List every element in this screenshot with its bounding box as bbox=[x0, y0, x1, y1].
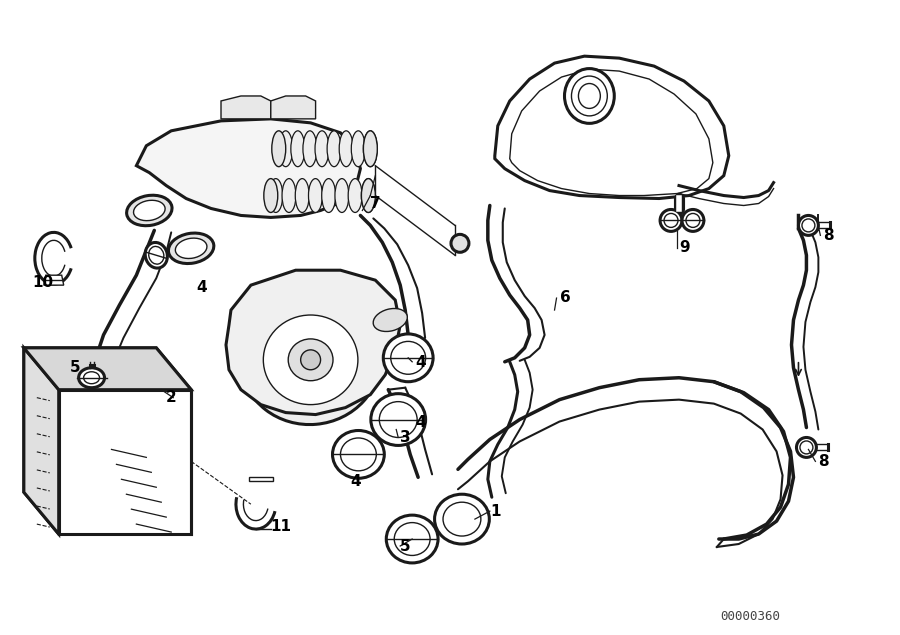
Text: 4: 4 bbox=[350, 474, 361, 490]
Ellipse shape bbox=[362, 178, 375, 213]
Ellipse shape bbox=[394, 523, 430, 556]
Ellipse shape bbox=[796, 438, 816, 457]
Polygon shape bbox=[44, 275, 64, 285]
Polygon shape bbox=[226, 271, 400, 415]
Polygon shape bbox=[271, 96, 316, 119]
Text: 3: 3 bbox=[400, 429, 410, 444]
Ellipse shape bbox=[291, 131, 305, 166]
Text: 2: 2 bbox=[166, 390, 177, 404]
Text: 4: 4 bbox=[196, 280, 207, 295]
Ellipse shape bbox=[301, 350, 320, 370]
Ellipse shape bbox=[383, 334, 433, 382]
Ellipse shape bbox=[84, 371, 100, 384]
Text: 8: 8 bbox=[824, 229, 834, 243]
Ellipse shape bbox=[315, 131, 329, 166]
Text: 5: 5 bbox=[69, 360, 80, 375]
Ellipse shape bbox=[374, 309, 408, 331]
Ellipse shape bbox=[664, 213, 678, 227]
Ellipse shape bbox=[145, 243, 167, 268]
Text: 10: 10 bbox=[32, 275, 53, 290]
Ellipse shape bbox=[451, 234, 469, 252]
Ellipse shape bbox=[279, 131, 292, 166]
Ellipse shape bbox=[391, 342, 426, 374]
Ellipse shape bbox=[282, 178, 296, 213]
Ellipse shape bbox=[176, 238, 207, 258]
Ellipse shape bbox=[379, 401, 417, 438]
Text: 6: 6 bbox=[560, 290, 571, 305]
Ellipse shape bbox=[339, 131, 353, 166]
Ellipse shape bbox=[327, 131, 341, 166]
Ellipse shape bbox=[303, 131, 317, 166]
Ellipse shape bbox=[332, 431, 384, 478]
Text: 1: 1 bbox=[490, 504, 500, 519]
Ellipse shape bbox=[264, 315, 358, 404]
Ellipse shape bbox=[241, 295, 381, 425]
Ellipse shape bbox=[660, 210, 682, 231]
Ellipse shape bbox=[362, 178, 375, 213]
Ellipse shape bbox=[443, 502, 481, 536]
Ellipse shape bbox=[148, 246, 164, 264]
Ellipse shape bbox=[288, 339, 333, 381]
Ellipse shape bbox=[133, 200, 165, 220]
Ellipse shape bbox=[364, 131, 377, 166]
Ellipse shape bbox=[798, 215, 818, 236]
Ellipse shape bbox=[351, 131, 365, 166]
Polygon shape bbox=[495, 56, 729, 199]
Polygon shape bbox=[24, 348, 58, 534]
Ellipse shape bbox=[364, 131, 377, 166]
Polygon shape bbox=[58, 390, 191, 534]
Ellipse shape bbox=[78, 368, 104, 388]
Text: 8: 8 bbox=[818, 455, 829, 469]
Ellipse shape bbox=[564, 69, 615, 123]
Ellipse shape bbox=[386, 515, 438, 563]
Ellipse shape bbox=[269, 178, 283, 213]
Text: 7: 7 bbox=[370, 196, 381, 211]
Ellipse shape bbox=[348, 178, 362, 213]
Ellipse shape bbox=[579, 84, 600, 109]
Text: 11: 11 bbox=[271, 519, 292, 534]
Text: 5: 5 bbox=[400, 539, 410, 554]
Ellipse shape bbox=[168, 233, 214, 264]
Text: 00000360: 00000360 bbox=[720, 610, 780, 622]
Polygon shape bbox=[24, 348, 191, 534]
Polygon shape bbox=[24, 348, 191, 390]
Ellipse shape bbox=[802, 219, 814, 232]
Ellipse shape bbox=[682, 210, 704, 231]
Text: 9: 9 bbox=[679, 240, 689, 255]
Ellipse shape bbox=[335, 178, 349, 213]
Polygon shape bbox=[137, 119, 360, 217]
Polygon shape bbox=[221, 96, 271, 119]
Polygon shape bbox=[249, 478, 273, 481]
Ellipse shape bbox=[309, 178, 322, 213]
Ellipse shape bbox=[800, 441, 813, 454]
Ellipse shape bbox=[321, 178, 336, 213]
Ellipse shape bbox=[572, 76, 608, 116]
Ellipse shape bbox=[371, 394, 426, 445]
Ellipse shape bbox=[272, 131, 285, 166]
Ellipse shape bbox=[435, 494, 490, 544]
Ellipse shape bbox=[127, 195, 172, 225]
Ellipse shape bbox=[686, 213, 700, 227]
Text: 4: 4 bbox=[415, 415, 426, 429]
Ellipse shape bbox=[295, 178, 310, 213]
Text: 4: 4 bbox=[415, 355, 426, 370]
Ellipse shape bbox=[340, 438, 376, 471]
Ellipse shape bbox=[264, 178, 278, 213]
